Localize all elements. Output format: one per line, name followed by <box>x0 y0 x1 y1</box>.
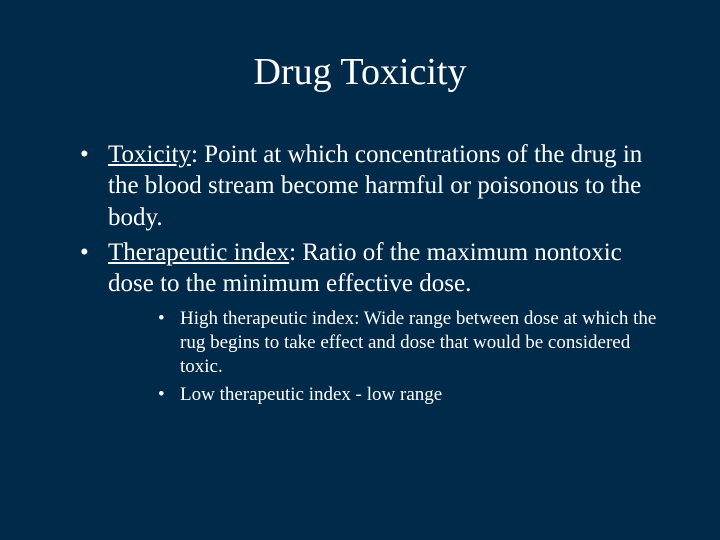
sub-bullet-item: High therapeutic index: Wide range betwe… <box>158 307 660 378</box>
bullet-term: Toxicity <box>108 141 191 168</box>
sub-bullet-item: Low therapeutic index - low range <box>158 383 660 407</box>
bullet-item: Therapeutic index: Ratio of the maximum … <box>80 237 660 407</box>
bullet-list: Toxicity: Point at which concentrations … <box>60 139 660 406</box>
bullet-item: Toxicity: Point at which concentrations … <box>80 139 660 233</box>
slide-title: Drug Toxicity <box>60 50 660 94</box>
bullet-term: Therapeutic index <box>108 239 289 266</box>
sub-bullet-list: High therapeutic index: Wide range betwe… <box>108 307 660 406</box>
